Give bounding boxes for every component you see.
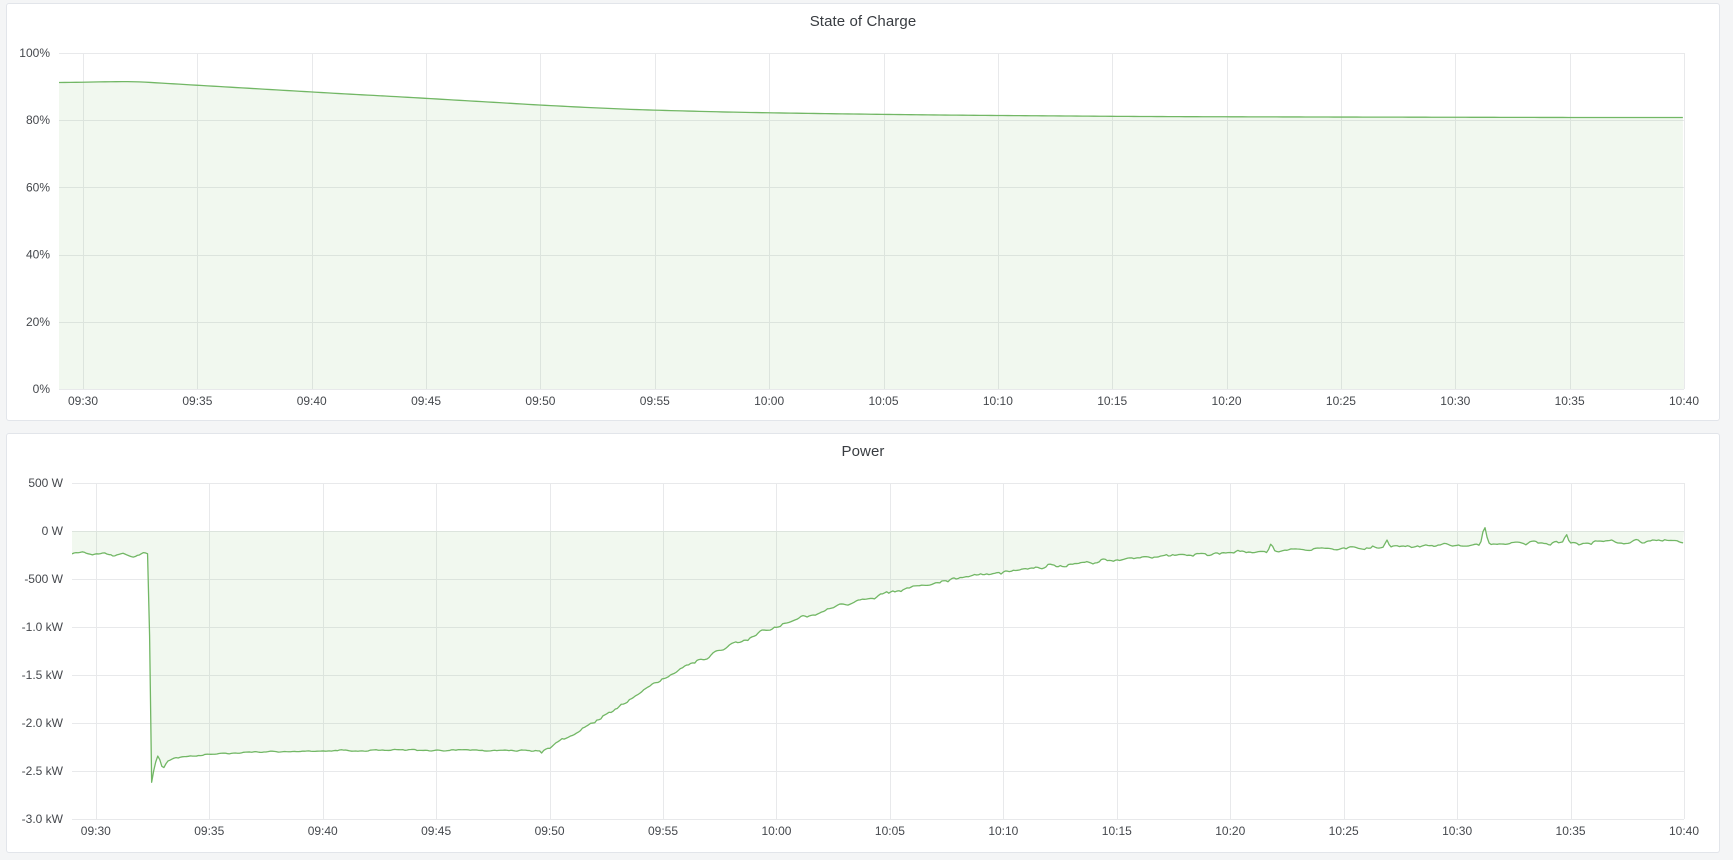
svg-text:09:40: 09:40 [308,824,338,838]
svg-text:0%: 0% [33,382,51,396]
svg-text:500 W: 500 W [28,476,63,490]
svg-text:09:50: 09:50 [525,394,555,408]
x-axis-labels: 09:30 09:35 09:40 09:45 09:50 09:55 10:00 10:05… [81,824,1700,838]
svg-text:10:30: 10:30 [1442,824,1472,838]
svg-text:10:15: 10:15 [1097,394,1127,408]
svg-text:0 W: 0 W [42,524,64,538]
svg-text:09:35: 09:35 [194,824,224,838]
svg-text:10:20: 10:20 [1212,394,1242,408]
grid-lines [72,483,1685,820]
power-chart[interactable]: 500 W 0 W -500 W -1.0 kW -1.5 kW -2.0 kW -2.5 … [7,434,1719,852]
svg-text:10:20: 10:20 [1215,824,1245,838]
y-axis-labels: 100% 80% 60% 40% 20% 0% [19,46,50,396]
svg-text:09:30: 09:30 [68,394,98,408]
svg-text:10:05: 10:05 [868,394,898,408]
series-state-of-charge [59,80,1684,389]
series-line [72,527,1684,783]
svg-text:09:55: 09:55 [648,824,678,838]
svg-text:10:05: 10:05 [875,824,905,838]
svg-text:10:30: 10:30 [1440,394,1470,408]
panel-state-of-charge: 100% 80% 60% 40% 20% 0% 09:30 09:35 09:40 09:45 09… [6,3,1720,421]
svg-text:10:15: 10:15 [1102,824,1132,838]
svg-text:10:00: 10:00 [761,824,791,838]
svg-text:09:30: 09:30 [81,824,111,838]
panel-title-power[interactable]: Power [841,443,885,460]
series-line [59,80,1683,119]
svg-text:60%: 60% [26,180,50,194]
svg-text:40%: 40% [26,248,50,262]
svg-text:10:25: 10:25 [1329,824,1359,838]
svg-text:10:35: 10:35 [1556,824,1586,838]
svg-text:09:45: 09:45 [421,824,451,838]
grid-lines [59,53,1685,390]
svg-text:10:00: 10:00 [754,394,784,408]
svg-text:80%: 80% [26,113,50,127]
svg-text:10:40: 10:40 [1669,394,1699,408]
svg-text:09:50: 09:50 [535,824,565,838]
svg-text:-1.5 kW: -1.5 kW [22,668,64,682]
y-axis-labels: 500 W 0 W -500 W -1.0 kW -1.5 kW -2.0 kW -2.5 … [22,476,64,826]
series-fill [59,81,1684,389]
series-power [72,527,1684,783]
svg-text:10:10: 10:10 [983,394,1013,408]
svg-text:09:55: 09:55 [640,394,670,408]
panel-title-state-of-charge[interactable]: State of Charge [809,13,917,30]
svg-text:-1.0 kW: -1.0 kW [22,620,64,634]
svg-text:-2.0 kW: -2.0 kW [22,716,64,730]
svg-text:-3.0 kW: -3.0 kW [22,812,64,826]
svg-text:09:35: 09:35 [182,394,212,408]
svg-text:10:25: 10:25 [1326,394,1356,408]
panel-power: 500 W 0 W -500 W -1.0 kW -1.5 kW -2.0 kW -2.5 … [6,433,1720,853]
svg-text:10:40: 10:40 [1669,824,1699,838]
svg-text:10:10: 10:10 [988,824,1018,838]
svg-text:100%: 100% [19,46,50,60]
svg-text:20%: 20% [26,315,50,329]
x-axis-labels: 09:30 09:35 09:40 09:45 09:50 09:55 10:00 10:05… [68,394,1699,408]
svg-text:-2.5 kW: -2.5 kW [22,764,64,778]
svg-text:-500 W: -500 W [24,572,63,586]
svg-text:09:45: 09:45 [411,394,441,408]
svg-text:09:40: 09:40 [297,394,327,408]
svg-text:10:35: 10:35 [1555,394,1585,408]
series-fill [72,527,1684,783]
state-of-charge-chart[interactable]: 100%80%60%40%20%0%09:30 09:35 09:40 09:45 09… [7,4,1719,420]
